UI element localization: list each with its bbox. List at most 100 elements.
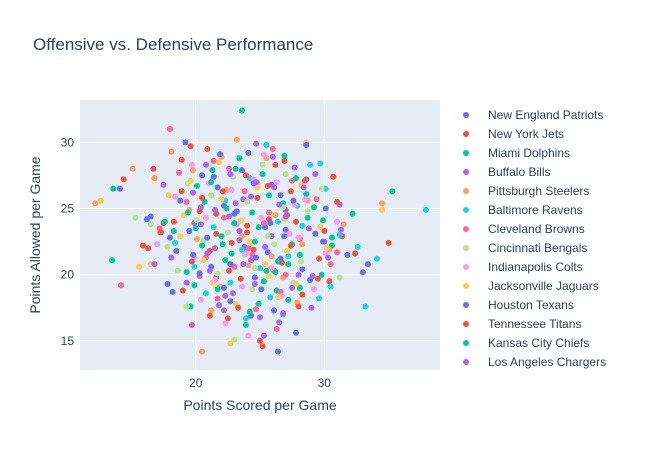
- data-point: [281, 158, 287, 164]
- data-point: [303, 191, 309, 197]
- data-point: [389, 188, 395, 194]
- data-point: [152, 261, 158, 267]
- data-point: [274, 326, 280, 332]
- data-point: [211, 224, 217, 230]
- data-point: [341, 221, 347, 227]
- data-point: [272, 162, 278, 168]
- legend-label: Tennessee Titans: [488, 317, 581, 331]
- data-point: [217, 151, 223, 157]
- data-point: [329, 235, 335, 241]
- data-point: [168, 149, 174, 155]
- data-point: [310, 273, 316, 279]
- legend-label: Cleveland Browns: [488, 222, 585, 236]
- data-point: [328, 284, 334, 290]
- data-point: [213, 231, 219, 237]
- data-point: [189, 259, 195, 265]
- data-point: [194, 236, 200, 242]
- data-point: [360, 269, 366, 275]
- data-point: [229, 187, 235, 193]
- data-point: [109, 257, 115, 263]
- x-tick-label: 30: [318, 376, 332, 390]
- data-point: [179, 157, 185, 163]
- data-point: [222, 321, 228, 327]
- data-point: [121, 176, 127, 182]
- data-point: [267, 220, 273, 226]
- data-point: [248, 257, 254, 263]
- data-point: [227, 280, 233, 286]
- data-point: [265, 233, 271, 239]
- data-point: [338, 227, 344, 233]
- data-point: [320, 217, 326, 223]
- data-point: [288, 188, 294, 194]
- data-point: [245, 262, 251, 268]
- data-point: [167, 126, 173, 132]
- data-point: [352, 251, 358, 257]
- data-point: [274, 179, 280, 185]
- data-point: [198, 297, 204, 303]
- data-point: [222, 257, 228, 263]
- data-point: [226, 214, 232, 220]
- data-point: [220, 241, 226, 247]
- data-point: [260, 162, 266, 168]
- data-point: [190, 252, 196, 258]
- data-point: [272, 212, 278, 218]
- data-point: [302, 178, 308, 184]
- data-point: [225, 229, 231, 235]
- data-point: [271, 307, 277, 313]
- data-point: [263, 142, 269, 148]
- legend-marker: [463, 131, 469, 137]
- data-point: [252, 239, 258, 245]
- data-point: [148, 221, 154, 227]
- legend-label: Jacksonville Jaguars: [488, 279, 599, 293]
- x-axis-label: Points Scored per Game: [183, 397, 337, 413]
- data-point: [209, 167, 215, 173]
- data-point: [118, 282, 124, 288]
- data-point: [258, 286, 264, 292]
- data-point: [288, 243, 294, 249]
- data-point: [244, 199, 250, 205]
- data-point: [307, 162, 313, 168]
- data-point: [117, 186, 123, 192]
- data-point: [231, 220, 237, 226]
- data-point: [299, 241, 305, 247]
- legend-label: Buffalo Bills: [488, 165, 550, 179]
- data-point: [299, 266, 305, 272]
- data-point: [240, 261, 246, 267]
- data-point: [189, 162, 195, 168]
- data-point: [162, 219, 168, 225]
- data-point: [239, 167, 245, 173]
- data-point: [269, 253, 275, 259]
- data-point: [379, 200, 385, 206]
- data-point: [261, 151, 267, 157]
- data-point: [316, 256, 322, 262]
- data-point: [224, 206, 230, 212]
- data-point: [296, 235, 302, 241]
- data-point: [257, 338, 263, 344]
- data-point: [281, 153, 287, 159]
- data-point: [184, 199, 190, 205]
- data-point: [200, 257, 206, 263]
- data-point: [298, 259, 304, 265]
- data-point: [179, 188, 185, 194]
- data-point: [252, 281, 258, 287]
- data-point: [197, 270, 203, 276]
- data-point: [222, 293, 228, 299]
- data-point: [248, 194, 254, 200]
- data-point: [290, 198, 296, 204]
- data-point: [284, 248, 290, 254]
- data-point: [253, 306, 259, 312]
- data-point: [305, 215, 311, 221]
- data-point: [278, 192, 284, 198]
- data-point: [110, 186, 116, 192]
- data-point: [271, 184, 277, 190]
- data-point: [266, 210, 272, 216]
- data-point: [207, 268, 213, 274]
- data-point: [270, 146, 276, 152]
- data-point: [204, 235, 210, 241]
- data-point: [191, 282, 197, 288]
- legend-marker: [463, 283, 469, 289]
- data-point: [334, 199, 340, 205]
- data-point: [337, 274, 343, 280]
- legend-label: Pittsburgh Steelers: [488, 184, 589, 198]
